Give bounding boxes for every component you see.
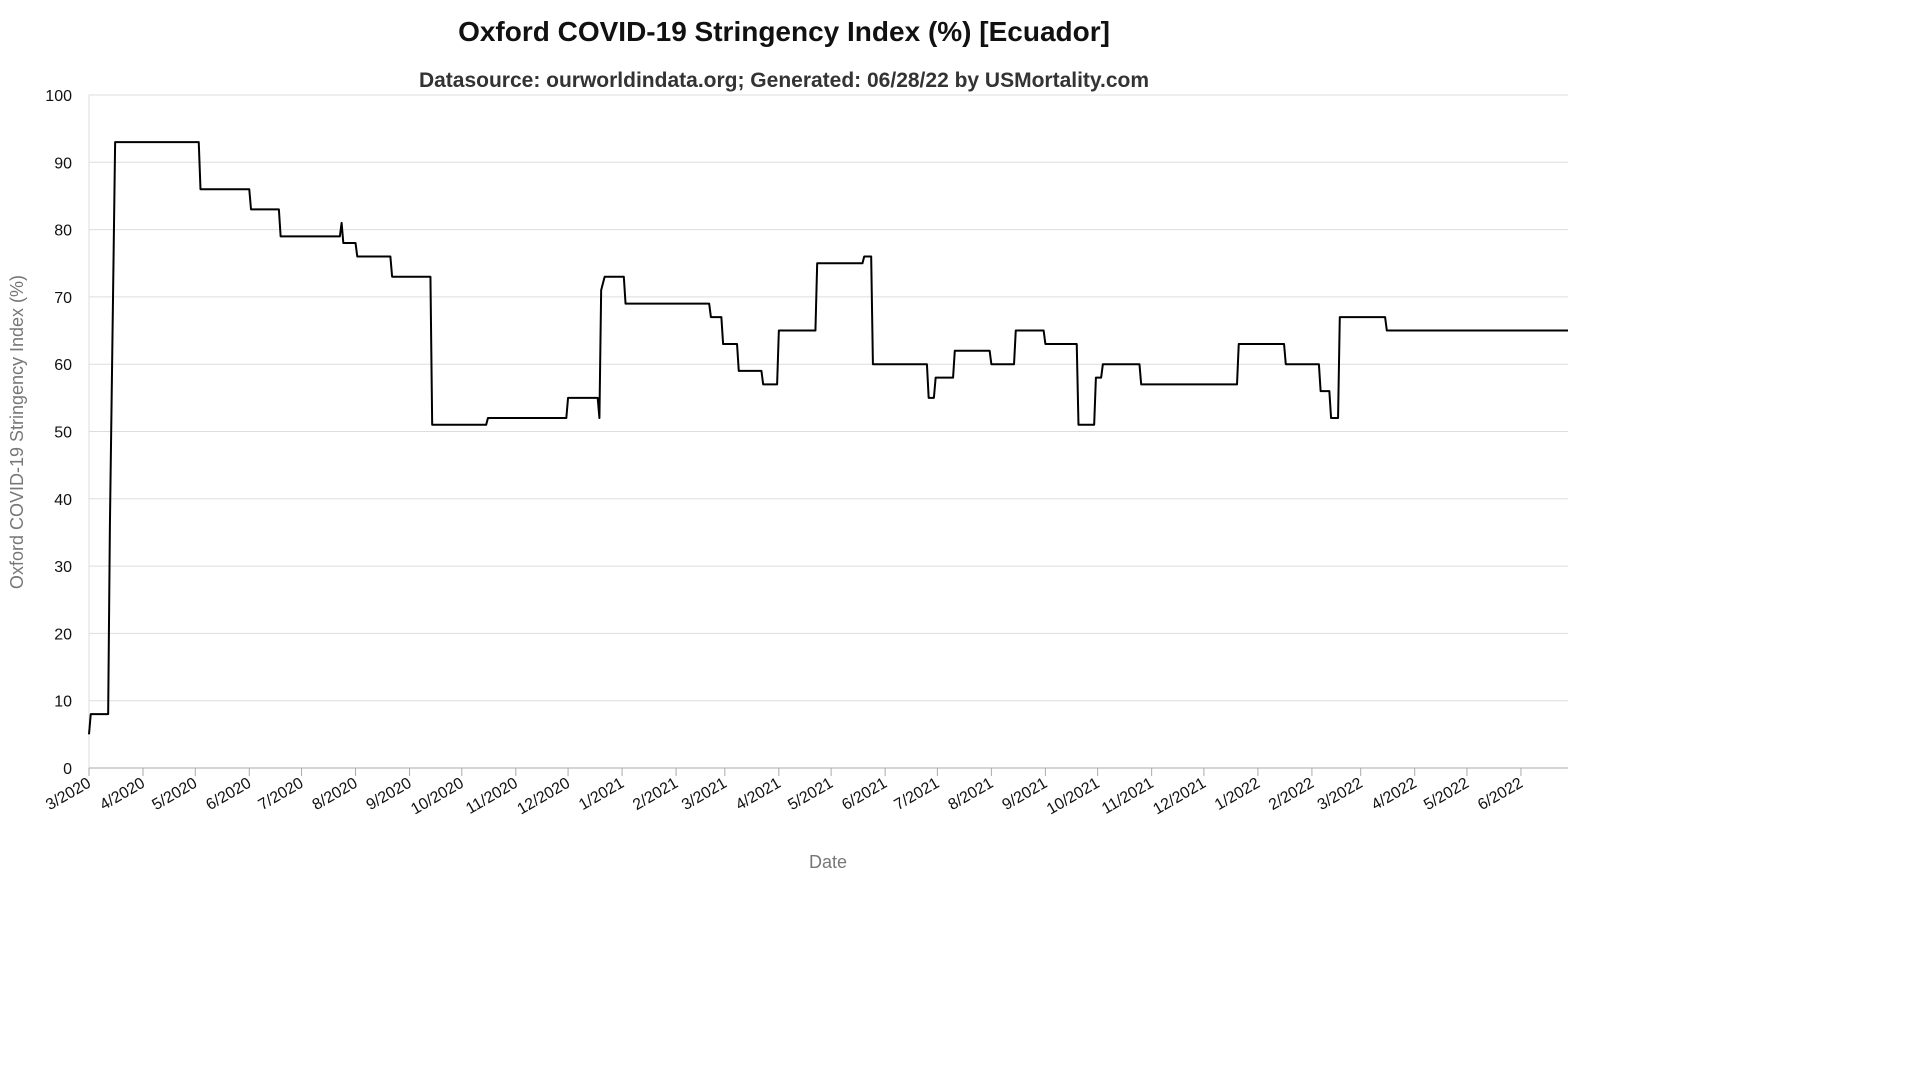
series-group — [88, 141, 1568, 735]
x-tick-label: 10/2020 — [408, 775, 467, 819]
x-tick-label: 1/2022 — [1212, 775, 1263, 814]
x-tick-label: 3/2022 — [1315, 775, 1366, 814]
x-tick-label: 9/2021 — [1000, 775, 1051, 814]
x-tick-label: 2/2021 — [630, 775, 681, 814]
y-tick-label: 100 — [45, 88, 72, 105]
x-axis: 3/2020 4/2020 5/2020 6/2020 7/2020 8/2020 9/20… — [43, 767, 1568, 819]
y-tick-label: 60 — [54, 357, 72, 374]
x-tick-label: 6/2020 — [203, 775, 254, 814]
chart-svg: Oxford COVID-19 Stringency Index (%) [Ec… — [7, 16, 1568, 872]
grid-lines — [89, 94, 1568, 702]
y-tick-label: 90 — [54, 155, 72, 172]
y-tick-label: 20 — [54, 626, 72, 643]
series-line — [88, 141, 1568, 735]
x-tick-label: 8/2020 — [310, 775, 361, 814]
x-tick-label: 10/2021 — [1044, 775, 1103, 819]
x-tick-label: 12/2021 — [1150, 775, 1209, 819]
x-tick-label: 8/2021 — [946, 775, 997, 814]
chart-title: Oxford COVID-19 Stringency Index (%) [Ec… — [458, 16, 1110, 47]
y-tick-label: 10 — [54, 694, 72, 711]
chart-subtitle: Datasource: ourworldindata.org; Generate… — [419, 69, 1149, 92]
x-tick-label: 6/2021 — [839, 775, 890, 814]
y-tick-label: 70 — [54, 290, 72, 307]
y-tick-label: 30 — [54, 559, 72, 576]
x-tick-label: 4/2021 — [733, 775, 784, 814]
x-tick-label: 11/2021 — [1099, 775, 1157, 818]
x-tick-label: 7/2021 — [891, 775, 942, 814]
x-tick-label: 2/2022 — [1266, 775, 1317, 814]
y-tick-label: 50 — [54, 425, 72, 442]
x-tick-label: 5/2022 — [1421, 775, 1472, 814]
x-tick-label: 6/2022 — [1475, 775, 1526, 814]
y-tick-label: 80 — [54, 223, 72, 240]
x-tick-label: 1/2021 — [576, 775, 627, 814]
x-tick-label: 3/2021 — [679, 775, 730, 814]
x-axis-label: Date — [809, 852, 847, 872]
chart-container: Oxford COVID-19 Stringency Index (%) [Ec… — [7, 16, 1568, 872]
x-tick-label: 4/2022 — [1369, 775, 1420, 814]
x-tick-label: 3/2020 — [43, 775, 94, 814]
x-tick-label: 7/2020 — [256, 775, 307, 814]
x-tick-label: 5/2021 — [785, 775, 836, 814]
x-tick-label: 4/2020 — [97, 775, 148, 814]
x-tick-label: 9/2020 — [364, 775, 415, 814]
x-tick-label: 11/2020 — [463, 775, 521, 818]
y-tick-label: 40 — [54, 492, 72, 509]
y-tick-label: 0 — [63, 761, 72, 778]
y-axis-label: Oxford COVID-19 Stringency Index (%) — [7, 275, 27, 589]
x-tick-label: 5/2020 — [149, 775, 200, 814]
y-axis: 0 10 20 30 40 50 60 70 80 90 100 — [45, 88, 90, 778]
x-tick-label: 12/2020 — [514, 775, 573, 819]
